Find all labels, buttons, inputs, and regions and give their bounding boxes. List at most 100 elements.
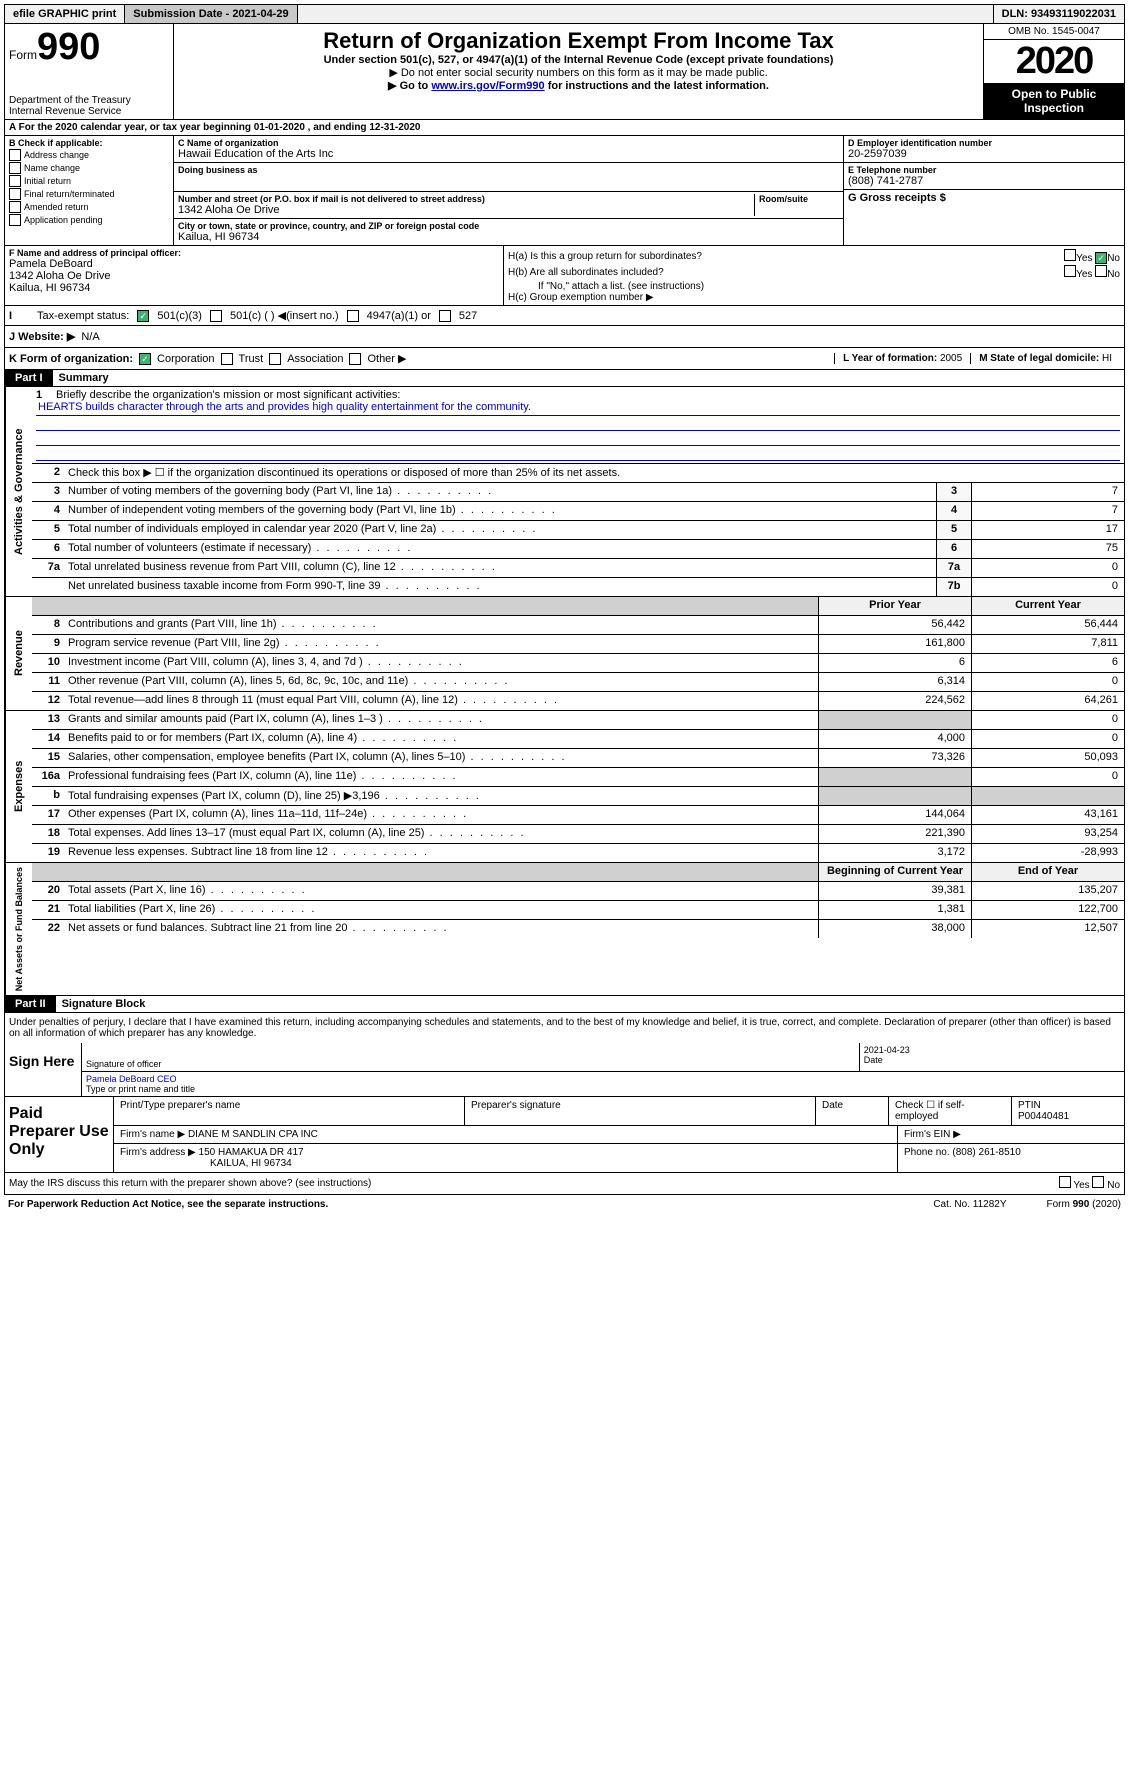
table-row: 7aTotal unrelated business revenue from … bbox=[32, 559, 1124, 578]
sign-here-label: Sign Here bbox=[5, 1043, 82, 1096]
checkbox-pending[interactable] bbox=[9, 214, 21, 226]
city: Kailua, HI 96734 bbox=[178, 231, 839, 243]
section-d: D Employer identification number 20-2597… bbox=[843, 136, 1124, 245]
table-row: bTotal fundraising expenses (Part IX, co… bbox=[32, 787, 1124, 806]
checkbox-amended[interactable] bbox=[9, 201, 21, 213]
checkbox-initial[interactable] bbox=[9, 175, 21, 187]
governance-section: Activities & Governance 1Briefly describ… bbox=[4, 387, 1125, 597]
gov-side-label: Activities & Governance bbox=[5, 387, 32, 596]
cb-assoc[interactable] bbox=[269, 353, 281, 365]
form-word: Form bbox=[9, 48, 37, 62]
dba-label: Doing business as bbox=[178, 165, 839, 175]
expenses-section: Expenses 13Grants and similar amounts pa… bbox=[4, 711, 1125, 863]
gross-label: G Gross receipts $ bbox=[848, 192, 946, 204]
hb-note: If "No," attach a list. (see instruction… bbox=[508, 281, 1120, 292]
table-row: 16aProfessional fundraising fees (Part I… bbox=[32, 768, 1124, 787]
submission-date[interactable]: Submission Date - 2021-04-29 bbox=[125, 5, 297, 23]
officer-addr2: Kailua, HI 96734 bbox=[9, 282, 499, 294]
discuss-yes[interactable] bbox=[1059, 1176, 1071, 1188]
f-label: F Name and address of principal officer: bbox=[9, 248, 499, 258]
form-number: 990 bbox=[37, 26, 100, 69]
cb-trust[interactable] bbox=[221, 353, 233, 365]
table-row: 21Total liabilities (Part X, line 26)1,3… bbox=[32, 901, 1124, 920]
discuss-no[interactable] bbox=[1092, 1176, 1104, 1188]
hb-yes[interactable] bbox=[1064, 265, 1076, 277]
website-row: J Website: ▶ N/A bbox=[4, 326, 1125, 348]
cb-other[interactable] bbox=[349, 353, 361, 365]
table-row: 4Number of independent voting members of… bbox=[32, 502, 1124, 521]
signature-section: Under penalties of perjury, I declare th… bbox=[4, 1013, 1125, 1097]
cb-corp[interactable]: ✓ bbox=[139, 353, 151, 365]
cb-4947[interactable] bbox=[347, 310, 359, 322]
section-c: C Name of organization Hawaii Education … bbox=[174, 136, 843, 245]
mission-text: HEARTS builds character through the arts… bbox=[36, 401, 1120, 416]
note-1: ▶ Do not enter social security numbers o… bbox=[178, 66, 979, 79]
table-row: 14Benefits paid to or for members (Part … bbox=[32, 730, 1124, 749]
part2-header: Part II Signature Block bbox=[4, 996, 1125, 1013]
table-row: 8Contributions and grants (Part VIII, li… bbox=[32, 616, 1124, 635]
form-title: Return of Organization Exempt From Incom… bbox=[178, 28, 979, 54]
hb-no[interactable] bbox=[1095, 265, 1107, 277]
net-side-label: Net Assets or Fund Balances bbox=[5, 863, 32, 995]
netassets-section: Net Assets or Fund Balances Beginning of… bbox=[4, 863, 1125, 996]
c-name-label: C Name of organization bbox=[178, 138, 839, 148]
footer: For Paperwork Reduction Act Notice, see … bbox=[4, 1195, 1125, 1214]
cb-501c3[interactable]: ✓ bbox=[137, 310, 149, 322]
table-row: 12Total revenue—add lines 8 through 11 (… bbox=[32, 692, 1124, 710]
dept-label: Department of the TreasuryInternal Reven… bbox=[9, 95, 169, 117]
row-a: A For the 2020 calendar year, or tax yea… bbox=[4, 120, 1125, 136]
open-public: Open to Public Inspection bbox=[984, 83, 1124, 119]
table-row: 9Program service revenue (Part VIII, lin… bbox=[32, 635, 1124, 654]
k-row: K Form of organization: ✓Corporation Tru… bbox=[4, 348, 1125, 370]
table-row: 10Investment income (Part VIII, column (… bbox=[32, 654, 1124, 673]
ha-yes[interactable] bbox=[1064, 249, 1076, 261]
discuss-row: May the IRS discuss this return with the… bbox=[4, 1173, 1125, 1195]
b-label: B Check if applicable: bbox=[9, 138, 169, 148]
table-row: 5Total number of individuals employed in… bbox=[32, 521, 1124, 540]
exp-side-label: Expenses bbox=[5, 711, 32, 862]
top-bar: efile GRAPHIC print Submission Date - 20… bbox=[4, 4, 1125, 24]
paid-preparer-section: Paid Preparer Use Only Print/Type prepar… bbox=[4, 1097, 1125, 1173]
ein-label: D Employer identification number bbox=[848, 138, 1120, 148]
form-subtitle: Under section 501(c), 527, or 4947(a)(1)… bbox=[178, 54, 979, 66]
checkbox-name[interactable] bbox=[9, 162, 21, 174]
table-row: 19Revenue less expenses. Subtract line 1… bbox=[32, 844, 1124, 862]
form-number-cell: Form 990 Department of the TreasuryInter… bbox=[5, 24, 174, 119]
table-row: 15Salaries, other compensation, employee… bbox=[32, 749, 1124, 768]
ha-no[interactable]: ✓ bbox=[1095, 252, 1107, 264]
cb-501c[interactable] bbox=[210, 310, 222, 322]
checkbox-address[interactable] bbox=[9, 149, 21, 161]
section-h: H(a) Is this a group return for subordin… bbox=[504, 246, 1124, 305]
website-value: N/A bbox=[81, 331, 99, 343]
phone-value: (808) 741-2787 bbox=[848, 175, 1120, 187]
omb-number: OMB No. 1545-0047 bbox=[984, 24, 1124, 40]
form-header: Form 990 Department of the TreasuryInter… bbox=[4, 24, 1125, 120]
rev-side-label: Revenue bbox=[5, 597, 32, 710]
irs-link[interactable]: www.irs.gov/Form990 bbox=[431, 80, 544, 92]
table-row: 18Total expenses. Add lines 13–17 (must … bbox=[32, 825, 1124, 844]
tax-status-row: I Tax-exempt status: ✓501(c)(3) 501(c) (… bbox=[4, 306, 1125, 326]
table-row: Net unrelated business taxable income fr… bbox=[32, 578, 1124, 596]
table-row: 3Number of voting members of the governi… bbox=[32, 483, 1124, 502]
table-row: 20Total assets (Part X, line 16)39,38113… bbox=[32, 882, 1124, 901]
info-grid: B Check if applicable: Address change Na… bbox=[4, 136, 1125, 245]
table-row: 17Other expenses (Part IX, column (A), l… bbox=[32, 806, 1124, 825]
org-name: Hawaii Education of the Arts Inc bbox=[178, 148, 839, 160]
declaration-text: Under penalties of perjury, I declare th… bbox=[5, 1013, 1124, 1043]
officer-name: Pamela DeBoard bbox=[9, 258, 499, 270]
efile-label[interactable]: efile GRAPHIC print bbox=[5, 5, 125, 23]
paid-label: Paid Preparer Use Only bbox=[5, 1097, 113, 1172]
dln-number: DLN: 93493119022031 bbox=[993, 5, 1124, 23]
checkbox-final[interactable] bbox=[9, 188, 21, 200]
officer-row: F Name and address of principal officer:… bbox=[4, 245, 1125, 306]
note-2: ▶ Go to www.irs.gov/Form990 for instruct… bbox=[178, 79, 979, 92]
ein-value: 20-2597039 bbox=[848, 148, 1120, 160]
table-row: 11Other revenue (Part VIII, column (A), … bbox=[32, 673, 1124, 692]
city-label: City or town, state or province, country… bbox=[178, 221, 839, 231]
street: 1342 Aloha Oe Drive bbox=[178, 204, 754, 216]
cb-527[interactable] bbox=[439, 310, 451, 322]
revenue-section: Revenue Prior Year Current Year 8Contrib… bbox=[4, 597, 1125, 711]
officer-addr1: 1342 Aloha Oe Drive bbox=[9, 270, 499, 282]
hc-label: H(c) Group exemption number ▶ bbox=[508, 292, 1120, 303]
section-b: B Check if applicable: Address change Na… bbox=[5, 136, 174, 245]
